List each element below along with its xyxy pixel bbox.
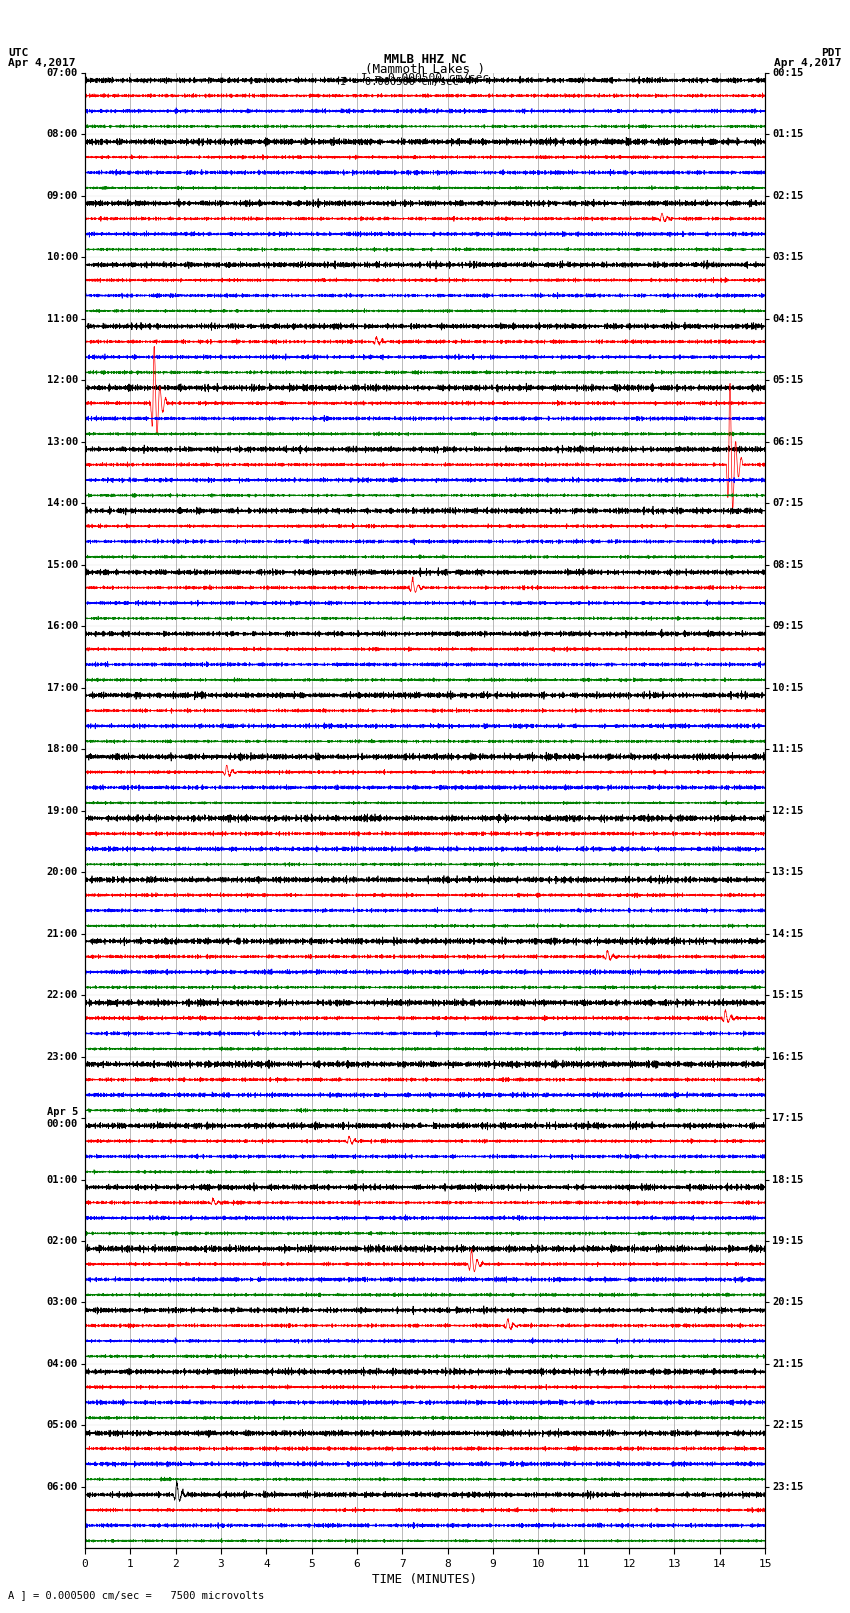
Text: UTC: UTC (8, 48, 29, 58)
X-axis label: TIME (MINUTES): TIME (MINUTES) (372, 1573, 478, 1586)
Text: Apr 4,2017: Apr 4,2017 (8, 58, 76, 68)
Text: I = 0.000500 cm/sec: I = 0.000500 cm/sec (340, 77, 459, 87)
Text: PDT: PDT (821, 48, 842, 58)
Text: I = 0.000500 cm/sec: I = 0.000500 cm/sec (361, 73, 489, 82)
Text: A ] = 0.000500 cm/sec =   7500 microvolts: A ] = 0.000500 cm/sec = 7500 microvolts (8, 1590, 264, 1600)
Text: Apr 4,2017: Apr 4,2017 (774, 58, 842, 68)
Text: MMLB HHZ NC: MMLB HHZ NC (383, 53, 467, 66)
Text: (Mammoth Lakes ): (Mammoth Lakes ) (365, 63, 485, 76)
